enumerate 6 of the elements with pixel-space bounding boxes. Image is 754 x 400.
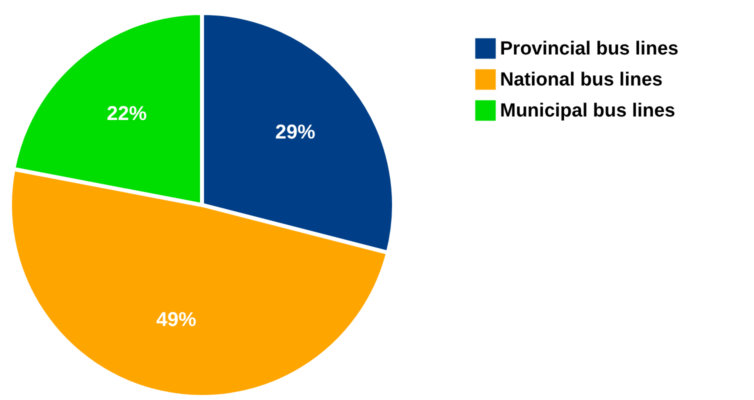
data-label: 22% — [106, 103, 148, 126]
data-label: 29% — [275, 122, 316, 144]
data-label: 49% — [156, 309, 196, 332]
legend-label: National bus lines — [500, 70, 663, 90]
legend-label: Municipal bus lines — [500, 100, 676, 122]
legend-label: Provincial bus lines — [500, 38, 678, 60]
